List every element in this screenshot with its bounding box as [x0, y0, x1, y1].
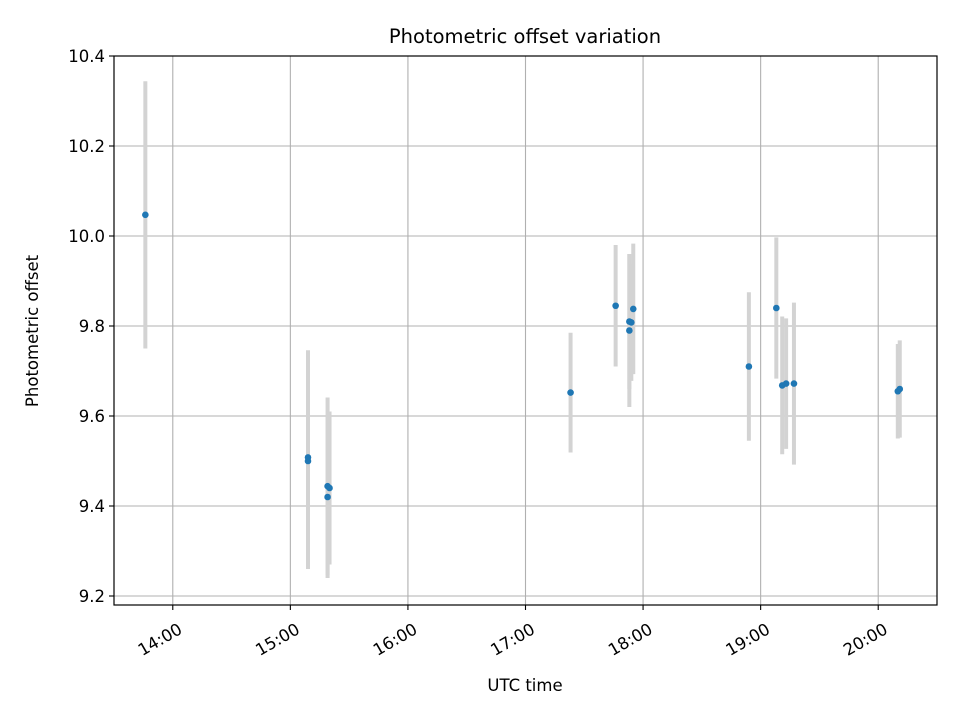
data-points: [142, 211, 904, 501]
error-bars: [143, 81, 902, 578]
data-point: [790, 380, 798, 387]
chart-title: Photometric offset variation: [389, 25, 661, 48]
data-point: [896, 385, 904, 393]
x-axis-label: UTC time: [487, 676, 562, 695]
x-tick-label: 20:00: [840, 619, 891, 659]
y-tick-label: 9.4: [79, 497, 105, 516]
data-point: [142, 211, 149, 219]
data-point: [326, 484, 333, 492]
data-point: [324, 493, 331, 501]
x-tick-label: 18:00: [605, 619, 656, 659]
x-tick-label: 15:00: [252, 619, 303, 659]
data-point: [745, 363, 753, 370]
y-tick-label: 10.4: [68, 47, 105, 66]
data-point: [628, 319, 635, 326]
data-point: [304, 454, 312, 461]
x-tick-label: 14:00: [135, 619, 186, 659]
x-tick-label: 19:00: [723, 619, 774, 659]
y-tick-label: 9.8: [79, 317, 105, 336]
y-axis-label: Photometric offset: [23, 254, 42, 407]
data-point: [773, 304, 780, 312]
y-tick-label: 10.2: [68, 137, 105, 156]
grid-lines: [114, 55, 937, 605]
data-point: [626, 327, 633, 334]
x-tick-label: 17:00: [487, 619, 538, 659]
y-tick-label: 9.6: [79, 407, 105, 426]
data-point: [567, 389, 574, 396]
x-axis-ticks: 14:00 15:00 16:00 17:00 18:00 19:00 20:00: [135, 605, 891, 660]
y-tick-label: 9.2: [79, 587, 105, 606]
y-tick-label: 10.0: [68, 227, 105, 246]
x-tick-label: 16:00: [370, 619, 421, 659]
y-axis-ticks: 9.2 9.4 9.6 9.8 10.0 10.2 10.4: [68, 47, 114, 606]
data-point: [612, 302, 619, 310]
data-point: [629, 305, 637, 313]
data-point: [782, 380, 790, 387]
